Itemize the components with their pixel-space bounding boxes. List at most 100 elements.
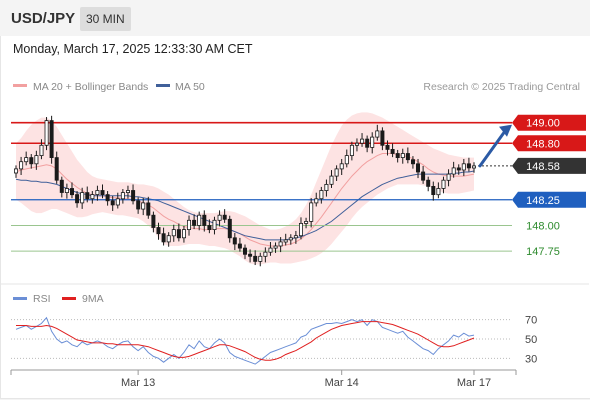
candle-body (471, 165, 476, 169)
level-tag-148-58 (512, 157, 586, 174)
forecast-arrow-shaft (478, 128, 508, 168)
candle (64, 183, 69, 199)
candle (222, 209, 227, 223)
candle (49, 115, 54, 164)
candle (273, 242, 278, 253)
bollinger-band-area (16, 112, 474, 265)
candle (456, 164, 461, 175)
candle-body (242, 247, 247, 255)
candle-body (390, 148, 395, 154)
candle-body (248, 253, 253, 257)
candle-body (141, 202, 146, 210)
candle (80, 187, 85, 209)
candle-body (334, 168, 339, 177)
candle-body (237, 243, 242, 249)
candle-body (232, 237, 237, 245)
candle-body (227, 218, 232, 239)
candle-body (136, 200, 141, 210)
candle-body (166, 235, 171, 243)
rsi-tick-label-30: 30 (525, 353, 537, 365)
candle (181, 225, 186, 243)
ma50-legend-swatch (156, 84, 170, 87)
candle-body (115, 198, 120, 206)
candle (212, 216, 217, 235)
candle-body (19, 161, 24, 170)
candle (365, 135, 370, 153)
top-bar: USD/JPY 30 MIN (0, 0, 590, 36)
level-label-149-00: 149.00 (526, 118, 560, 130)
candle-body (146, 202, 151, 216)
candle-body (309, 202, 314, 222)
candle-body (29, 157, 34, 165)
candle (39, 139, 44, 160)
candle (431, 181, 436, 201)
level-tag-149-00 (512, 114, 586, 131)
candle (161, 227, 166, 246)
candle (248, 249, 253, 263)
candle-body (202, 214, 207, 226)
candle (329, 170, 334, 188)
level-label-148-80: 148.80 (526, 138, 560, 150)
candle-body (207, 225, 212, 230)
rsi-ma-legend-swatch (62, 297, 76, 300)
candle-body (105, 194, 110, 202)
candle-body (385, 144, 390, 150)
level-label-148-25: 148.25 (526, 195, 560, 207)
candle (446, 169, 451, 187)
candle (156, 222, 161, 240)
candle (278, 237, 283, 253)
candle-body (90, 194, 95, 200)
candle (426, 176, 431, 192)
candle-body (405, 153, 410, 161)
candle-body (54, 157, 59, 181)
candle (126, 185, 131, 199)
candle-body (273, 245, 278, 249)
candle-body (64, 188, 69, 193)
x-tick-label: Mar 17 (457, 377, 491, 389)
candle (375, 124, 380, 141)
candle (34, 150, 39, 170)
candle (90, 191, 95, 204)
candle-body (329, 175, 334, 185)
candle (314, 192, 319, 207)
candle (298, 217, 303, 240)
candle (192, 214, 197, 230)
candle-body (380, 130, 385, 146)
candle (385, 140, 390, 156)
candle-body (370, 136, 375, 148)
candle-body (13, 168, 18, 174)
candle-body (349, 144, 354, 157)
timeframe-badge[interactable]: 30 MIN (80, 7, 131, 31)
candle-body (288, 237, 293, 241)
candle (410, 156, 415, 169)
candle (186, 215, 191, 236)
report-datetime: Monday, March 17, 2025 12:33:30 AM CET (13, 42, 253, 56)
candle-body (75, 194, 80, 204)
candle-body (39, 144, 44, 157)
candle-body (24, 157, 29, 163)
candle-body (298, 222, 303, 237)
candle (29, 154, 34, 169)
candle (370, 132, 375, 154)
rsi-legend-swatch (13, 297, 27, 300)
candle-body (360, 138, 365, 144)
candle (319, 186, 324, 204)
candle-body (95, 190, 100, 195)
level-label-148-58: 148.58 (526, 161, 560, 173)
candle-body (120, 192, 125, 200)
candle-body (126, 190, 131, 193)
candle-body (304, 220, 309, 224)
x-tick-label: Mar 13 (121, 377, 155, 389)
candle (131, 184, 136, 205)
rsi-tick-label-70: 70 (525, 315, 537, 327)
candle-body (49, 120, 54, 158)
candle-body (466, 163, 471, 169)
candle (100, 184, 105, 199)
candle-body (222, 214, 227, 220)
candle (110, 195, 115, 211)
candle-body (451, 167, 456, 175)
candle (197, 211, 202, 231)
candle (324, 179, 329, 197)
rsi-ma-legend-label: 9MA (82, 293, 104, 305)
candle-body (85, 192, 90, 200)
